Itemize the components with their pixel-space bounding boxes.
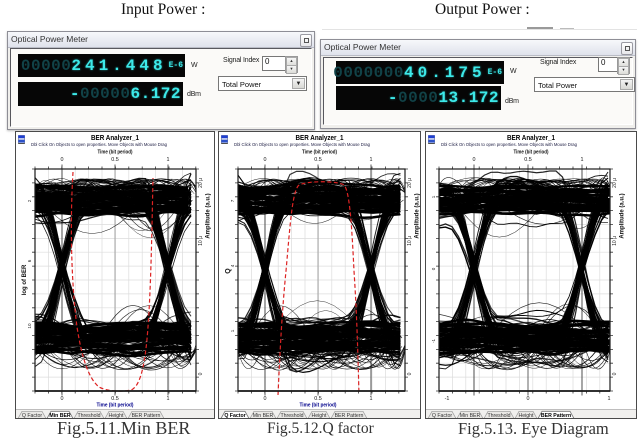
svg-text:BER Pattern: BER Pattern — [541, 413, 571, 419]
svg-text:Amplitude (a.u.): Amplitude (a.u.) — [206, 193, 212, 238]
svg-text:0: 0 — [264, 396, 267, 402]
svg-text:0: 0 — [612, 372, 618, 375]
svg-text:Height: Height — [519, 413, 535, 419]
svg-text:Q Factor: Q Factor — [432, 413, 452, 419]
svg-text:Q: Q — [225, 268, 232, 274]
svg-text:0.5: 0.5 — [111, 396, 119, 402]
svg-text:Dbl Click On Objects to open p: Dbl Click On Objects to open properties.… — [234, 142, 370, 147]
svg-text:log of BER: log of BER — [22, 264, 28, 295]
svg-text:1: 1 — [167, 396, 170, 402]
svg-text:0: 0 — [61, 396, 64, 402]
svg-text:7: 7 — [230, 199, 235, 202]
svg-text:0: 0 — [264, 157, 267, 163]
svg-text:-1: -1 — [445, 396, 450, 402]
svg-text:Q Factor: Q Factor — [224, 413, 245, 419]
svg-text:1: 1 — [581, 157, 584, 163]
svg-text:10 µ: 10 µ — [198, 236, 204, 246]
svg-text:1: 1 — [370, 157, 373, 163]
svg-text:10: 10 — [27, 323, 32, 329]
svg-text:1: 1 — [431, 195, 436, 198]
svg-text:Q Factor: Q Factor — [22, 413, 42, 419]
svg-text:1: 1 — [230, 329, 235, 332]
svg-text:Amplitude (a.u.): Amplitude (a.u.) — [415, 193, 421, 238]
svg-text:Threshold: Threshold — [280, 413, 303, 419]
svg-text:6: 6 — [27, 259, 32, 262]
svg-text:-1: -1 — [431, 339, 436, 344]
svg-text:0: 0 — [198, 372, 204, 375]
svg-text:Height: Height — [109, 413, 125, 419]
svg-text:0.5: 0.5 — [111, 157, 119, 163]
svg-text:BER Analyzer_1: BER Analyzer_1 — [296, 133, 344, 142]
svg-text:0: 0 — [407, 372, 413, 375]
svg-text:Time (bit period): Time (bit period) — [97, 403, 134, 409]
svg-text:BER Pattern: BER Pattern — [132, 413, 161, 419]
svg-text:0.5: 0.5 — [314, 157, 322, 163]
svg-text:4: 4 — [230, 264, 235, 267]
svg-text:Amplitude (a.u.): Amplitude (a.u.) — [620, 193, 626, 238]
svg-text:Min BER: Min BER — [253, 413, 274, 419]
svg-text:1: 1 — [370, 396, 373, 402]
svg-text:Time (bit period): Time (bit period) — [514, 150, 549, 156]
svg-text:Dbl Click On Objects to open p: Dbl Click On Objects to open properties.… — [31, 142, 167, 147]
svg-text:BER Analyzer_1: BER Analyzer_1 — [91, 133, 139, 142]
svg-text:Time (bit period): Time (bit period) — [98, 150, 133, 156]
svg-text:20 µ: 20 µ — [407, 178, 413, 188]
svg-text:Dbl Click On Objects to open p: Dbl Click On Objects to open properties.… — [441, 142, 577, 147]
svg-text:0: 0 — [527, 396, 530, 402]
svg-text:20 µ: 20 µ — [198, 178, 204, 188]
svg-text:Time (bit period): Time (bit period) — [302, 150, 337, 156]
svg-text:Min BER: Min BER — [49, 413, 71, 419]
svg-text:Threshold: Threshold — [77, 413, 100, 419]
svg-text:0.5: 0.5 — [314, 396, 322, 402]
svg-text:0.5: 0.5 — [524, 157, 532, 163]
svg-text:20 µ: 20 µ — [612, 178, 618, 188]
svg-text:0: 0 — [431, 267, 436, 270]
svg-text:BER Pattern: BER Pattern — [335, 413, 364, 419]
svg-text:0: 0 — [61, 157, 64, 163]
svg-text:10 µ: 10 µ — [407, 236, 413, 246]
svg-text:2: 2 — [27, 199, 32, 202]
svg-text:Height: Height — [312, 413, 328, 419]
svg-text:Time (bit period): Time (bit period) — [300, 403, 337, 409]
svg-text:0: 0 — [473, 157, 476, 163]
svg-text:Min BER: Min BER — [460, 413, 481, 419]
svg-text:BER Analyzer_1: BER Analyzer_1 — [507, 133, 555, 142]
svg-text:10 µ: 10 µ — [612, 236, 618, 246]
svg-text:1: 1 — [167, 157, 170, 163]
svg-text:Threshold: Threshold — [487, 413, 510, 419]
svg-text:1: 1 — [608, 396, 611, 402]
